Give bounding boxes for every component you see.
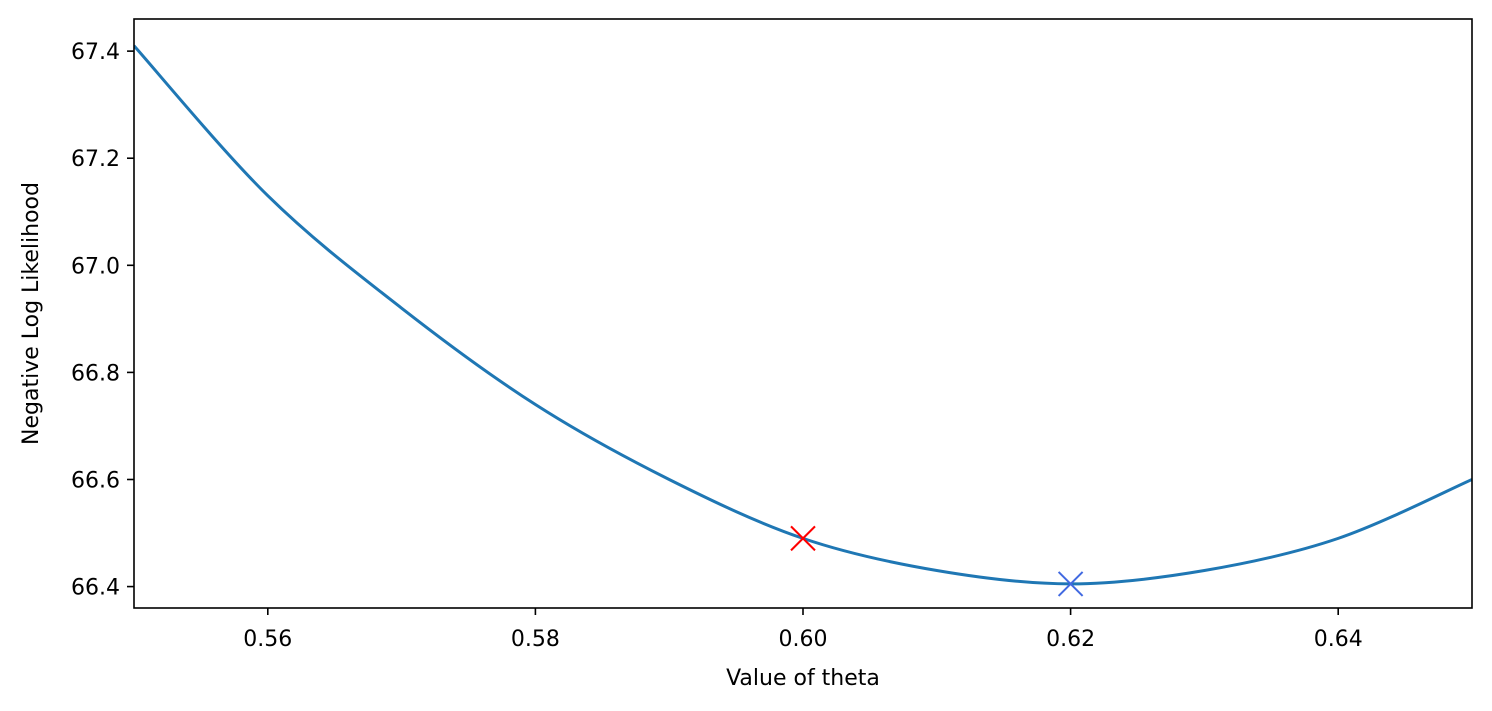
y-axis: 66.4 66.6 66.8 67.0 67.2 67.4: [71, 40, 134, 601]
y-tick-label: 67.4: [71, 40, 120, 65]
marker-x-0: [790, 525, 816, 552]
plot-area: [134, 44, 1472, 597]
y-axis-label: Negative Log Likelihood: [19, 182, 44, 445]
y-tick-label: 66.6: [71, 468, 120, 493]
y-tick-label: 67.2: [71, 147, 120, 172]
marker-x-1: [1057, 571, 1084, 597]
plot-frame: [133, 18, 1473, 609]
x-tick-label: 0.56: [243, 627, 292, 652]
x-tick-label: 0.64: [1314, 627, 1363, 652]
y-tick-label: 66.4: [71, 576, 120, 601]
x-tick-label: 0.60: [779, 627, 828, 652]
x-axis-label: Value of theta: [726, 666, 880, 691]
x-axis: 0.56 0.58 0.60 0.62 0.64: [243, 608, 1363, 652]
x-tick-label: 0.58: [511, 627, 560, 652]
y-tick-label: 67.0: [71, 254, 120, 279]
series-line-0: [134, 44, 1472, 586]
y-tick-label: 66.8: [71, 361, 120, 386]
x-tick-label: 0.62: [1046, 627, 1095, 652]
